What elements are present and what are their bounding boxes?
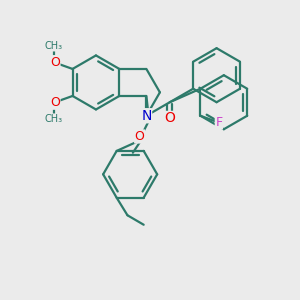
Text: O: O bbox=[50, 96, 60, 109]
Text: O: O bbox=[135, 130, 145, 143]
Text: N: N bbox=[141, 109, 152, 123]
Text: CH₃: CH₃ bbox=[45, 41, 63, 51]
Text: O: O bbox=[164, 111, 175, 125]
Text: F: F bbox=[215, 116, 222, 129]
Text: O: O bbox=[50, 56, 60, 69]
Text: CH₃: CH₃ bbox=[45, 114, 63, 124]
